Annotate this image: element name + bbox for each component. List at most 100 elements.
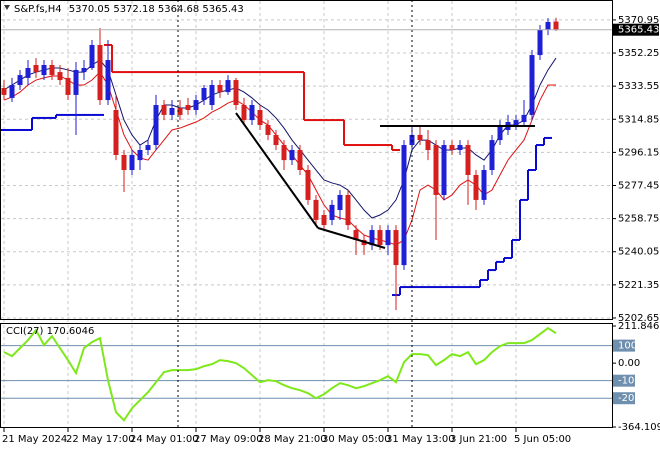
indicator-level-box — [613, 392, 635, 405]
indicator-label: CCI(27) 170.6046 — [6, 326, 94, 337]
candle-body — [553, 21, 559, 30]
candle-body — [201, 88, 207, 101]
indicator-y-tick-label: -200 — [618, 393, 641, 404]
candle-body — [17, 75, 23, 86]
y-tick-label: 5314.85 — [618, 114, 659, 125]
candle-body — [433, 145, 439, 195]
candle-body — [9, 85, 15, 98]
candle-body — [473, 174, 479, 200]
candle-body — [273, 134, 279, 146]
current-price-label: 5365.43 — [618, 25, 659, 36]
candle-body — [377, 230, 383, 246]
y-tick-label: 5352.25 — [618, 48, 659, 59]
y-tick-label: 5258.75 — [618, 214, 659, 225]
y-tick-label: 5240.05 — [618, 247, 659, 258]
candle-body — [65, 77, 71, 95]
candle-body — [1, 88, 7, 95]
moving-average — [3, 57, 557, 219]
candle-body — [193, 100, 199, 110]
indicator-title: CCI(27) — [6, 326, 44, 337]
candle-body — [257, 109, 263, 126]
candle-body — [529, 55, 535, 115]
candle-body — [321, 214, 327, 226]
candle-body — [25, 68, 31, 78]
candle-body — [81, 68, 87, 73]
candle-body — [33, 64, 39, 73]
current-price-box — [613, 23, 659, 36]
x-tick-label: 24 May 01:00 — [130, 434, 199, 445]
candle-body — [481, 170, 487, 200]
x-tick-label: 21 May 2024 — [2, 434, 67, 445]
candle-body — [145, 145, 151, 150]
candle-body — [153, 105, 159, 146]
moving-average — [3, 71, 556, 246]
indicator-y-tick-label: 211.8469 — [618, 321, 660, 332]
grid — [1, 1, 612, 427]
candle-body — [369, 230, 375, 246]
candle-body — [281, 145, 287, 161]
candle-body — [105, 60, 111, 101]
trend-line — [235, 112, 319, 229]
indicator-level-box — [613, 339, 635, 352]
candle-body — [441, 145, 447, 195]
plot — [0, 17, 559, 422]
y-tick-label: 5221.35 — [618, 280, 659, 291]
candle-body — [457, 145, 463, 150]
indicator-y-tick-label: -100 — [618, 376, 641, 387]
candle-body — [49, 64, 55, 76]
candle-body — [417, 134, 423, 141]
trend-line — [317, 227, 386, 249]
y-tick-label: 5202.65 — [618, 313, 659, 324]
candle-body — [129, 154, 135, 171]
candle-body — [393, 230, 399, 266]
x-tick-label: 27 May 09:00 — [194, 434, 263, 445]
candle-body — [89, 44, 95, 69]
candle-body — [217, 85, 223, 93]
x-tick-label: 31 May 13:00 — [386, 434, 455, 445]
last-high: 5372.18 — [113, 4, 154, 15]
candle-body — [353, 230, 359, 240]
candle-body — [113, 109, 119, 155]
candle-body — [513, 120, 519, 126]
y-tick-label: 5333.55 — [618, 81, 659, 92]
y-tick-label: 5296.15 — [618, 147, 659, 158]
y-tick-label: 5277.45 — [618, 181, 659, 192]
candle-body — [497, 125, 503, 141]
candle-body — [329, 204, 335, 220]
candle-body — [209, 85, 215, 106]
candle-body — [161, 105, 167, 115]
last-low: 5364.68 — [158, 4, 199, 15]
indicator-line — [3, 326, 557, 422]
candle-body — [265, 125, 271, 135]
candle-body — [57, 72, 63, 81]
candle-body — [73, 69, 79, 95]
indicator-panel-frame — [0, 323, 613, 428]
candle-body — [313, 199, 319, 220]
last-close: 5365.43 — [202, 4, 243, 15]
candle-body — [137, 149, 143, 161]
candle-body — [97, 44, 103, 101]
candle-body — [241, 105, 247, 121]
candle-body — [169, 108, 175, 115]
candle-body — [249, 105, 255, 121]
header: S&P.fs,H4 5370.05 5372.18 5364.68 5365.4… — [14, 4, 244, 15]
candle-body — [297, 149, 303, 171]
candle-body — [449, 145, 455, 150]
symbol: S&P.fs,H4 — [14, 4, 62, 15]
candle-body — [177, 108, 183, 115]
candle-body — [337, 194, 343, 211]
indicator-last-value: 170.6046 — [47, 326, 95, 337]
candle-body — [185, 105, 191, 110]
candle-body — [425, 140, 431, 150]
candle-body — [545, 21, 551, 30]
candle-body — [345, 194, 351, 226]
x-tick-label: 3 Jun 21:00 — [450, 434, 507, 445]
main-panel-frame — [0, 0, 613, 320]
indicator-y-tick-label: 0.00 — [618, 358, 640, 369]
candle-body — [121, 154, 127, 171]
candle-body — [537, 29, 543, 56]
candle-body — [385, 230, 391, 246]
candle-body — [289, 149, 295, 161]
indicator-y-tick-label: 100 — [618, 341, 637, 352]
